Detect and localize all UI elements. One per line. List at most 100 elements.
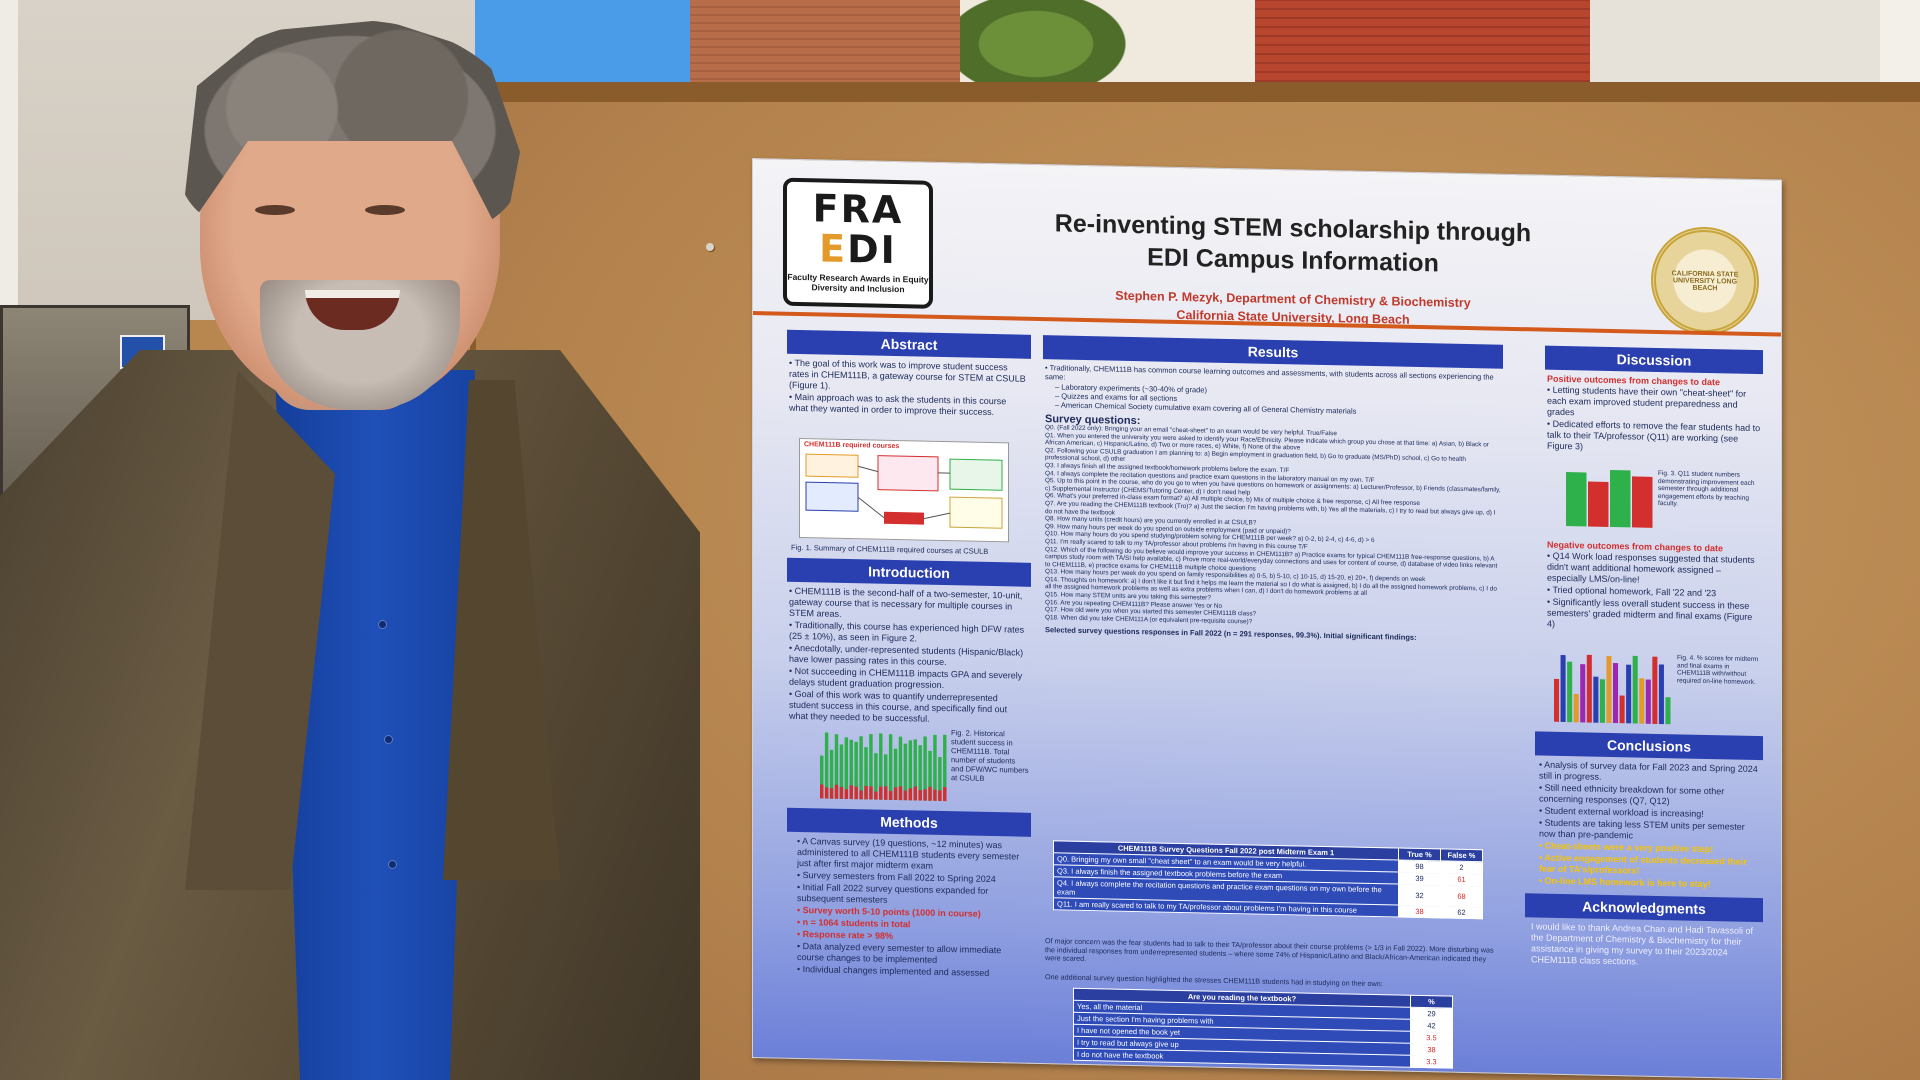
discussion-positive: Positive outcomes from changes to date L…: [1547, 374, 1761, 457]
eye-left: [255, 205, 295, 215]
chart-bar: [913, 739, 917, 801]
figure-3-caption: Fig. 3. Q11 student numbers demonstratin…: [1658, 469, 1755, 508]
shirt-button: [384, 735, 393, 744]
chart-bar: [824, 732, 829, 799]
chart-bar: [933, 789, 937, 801]
table-header-cell: False %: [1440, 848, 1483, 862]
chart-bar: [849, 785, 853, 800]
negative-bullet: Q14 Work load responses suggested that s…: [1547, 551, 1761, 588]
abstract-bullet: The goal of this work was to improve stu…: [789, 358, 1027, 396]
methods-text: A Canvas survey (19 questions, ~12 minut…: [797, 836, 1029, 981]
discussion-heading: Discussion: [1545, 345, 1763, 375]
chart-bar: [1586, 654, 1592, 723]
figure-4-bar-chart: [1554, 654, 1671, 725]
chart-bar: [1626, 664, 1632, 724]
chart-bar: [1593, 676, 1599, 723]
introduction-text: CHEM111B is the second-half of a two-sem…: [789, 586, 1027, 728]
chart-bar: [829, 749, 834, 799]
chart-bar: [1632, 655, 1638, 724]
chart-bar: [874, 791, 878, 800]
chart-bar: [1619, 695, 1625, 724]
logo-letters: FRA EDI: [787, 186, 929, 273]
chart-bar: [923, 736, 927, 801]
chart-bar: [1599, 679, 1605, 723]
chart-bar: [854, 786, 858, 800]
figure-4-caption: Fig. 4. % scores for midterm and final e…: [1677, 654, 1759, 686]
chart-bar: [844, 789, 849, 800]
chart-bar: [1560, 655, 1566, 723]
chart-bar: [898, 786, 903, 801]
positive-bullet: Dedicated efforts to remove the fear stu…: [1547, 419, 1761, 456]
chart-bar: [913, 786, 917, 801]
chart-bar: [824, 787, 829, 799]
chart-bar: [859, 736, 863, 800]
table-cell: 38: [1398, 905, 1441, 918]
poster-title: Re-inventing STEM scholarship through ED…: [1054, 209, 1532, 278]
shirt-button: [378, 620, 387, 629]
chart-bar: [1639, 678, 1645, 724]
conclusion-bullet: Students are taking less STEM units per …: [1539, 817, 1761, 844]
results-text: Traditionally, CHEM111B has common cours…: [1045, 363, 1501, 644]
chart-bar: [893, 787, 898, 801]
logo-letters-di: DI: [847, 226, 897, 273]
chart-bar: [1613, 663, 1619, 724]
acknowledgments-heading: Acknowledgments: [1525, 893, 1763, 923]
chart-bar: [1588, 481, 1609, 527]
chart-bar: [943, 787, 947, 802]
chart-bar: [820, 784, 824, 799]
chart-bar: [839, 744, 844, 799]
introduction-heading: Introduction: [787, 557, 1031, 587]
table-cell: 3.5: [1410, 1031, 1453, 1045]
chart-bar: [928, 786, 932, 801]
conclusion-highlight: Active engagement of students decreased …: [1539, 852, 1761, 879]
chart-bar: [1573, 693, 1579, 723]
textbook-reading-table: Are you reading the textbook?% Yes, all t…: [1073, 988, 1453, 1069]
chart-bar: [864, 785, 868, 800]
table-cell: 3.3: [1410, 1055, 1453, 1069]
university-seal: CALIFORNIA STATE UNIVERSITY LONG BEACH: [1651, 225, 1759, 337]
logo-caption: Faculty Research Awards in Equity Divers…: [787, 271, 929, 295]
seal-text: CALIFORNIA STATE UNIVERSITY LONG BEACH: [1671, 269, 1739, 292]
chart-bar: [839, 786, 844, 799]
chart-bar: [933, 734, 937, 801]
figure-1-course-map: CHEM111B required courses: [799, 437, 1009, 543]
chart-bar: [829, 788, 834, 799]
table-cell: 68: [1440, 884, 1483, 907]
positive-bullet: Letting students have their own "cheat-s…: [1547, 385, 1761, 422]
figure-3-bar-chart: [1566, 469, 1653, 528]
chart-bar: [1566, 472, 1587, 527]
chart-bar: [943, 734, 947, 802]
table-cell: 61: [1440, 872, 1483, 886]
table-cell: 2: [1440, 860, 1483, 874]
methods-bullet: A Canvas survey (19 questions, ~12 minut…: [797, 836, 1029, 874]
table-cell: 32: [1398, 884, 1441, 906]
chart-bar: [938, 757, 942, 801]
conclusions-text: Analysis of survey data for Fall 2023 an…: [1539, 759, 1761, 892]
chart-bar: [849, 739, 853, 800]
sky: [470, 0, 700, 95]
negative-bullet: Significantly less overall student succe…: [1547, 597, 1761, 634]
chart-bar: [869, 786, 873, 800]
chart-bar: [918, 790, 922, 801]
course-map-diagram: [805, 453, 1003, 529]
chart-bar: [888, 734, 893, 800]
chart-bar: [854, 741, 858, 800]
push-pin: [706, 243, 714, 251]
chart-bar: [893, 748, 898, 801]
chart-bar: [908, 740, 913, 801]
chart-bar: [898, 736, 903, 801]
chart-bar: [903, 743, 908, 801]
abstract-text: The goal of this work was to improve stu…: [789, 358, 1027, 420]
table-cell: 29: [1410, 1007, 1453, 1021]
research-poster: FRA EDI Faculty Research Awards in Equit…: [752, 158, 1782, 1080]
acknowledgments-text: I would like to thank Andrea Chan and Ha…: [1531, 921, 1753, 967]
abstract-bullet: Main approach was to ask the students in…: [789, 392, 1027, 419]
abstract-heading: Abstract: [787, 329, 1031, 359]
chart-bar: [888, 791, 893, 800]
shirt-button: [388, 860, 397, 869]
chart-bar: [1665, 697, 1671, 725]
chart-bar: [908, 788, 913, 801]
wall-edge: [0, 0, 18, 360]
chart-bar: [1658, 664, 1664, 725]
intro-bullet: CHEM111B is the second-half of a two-sem…: [789, 586, 1027, 624]
